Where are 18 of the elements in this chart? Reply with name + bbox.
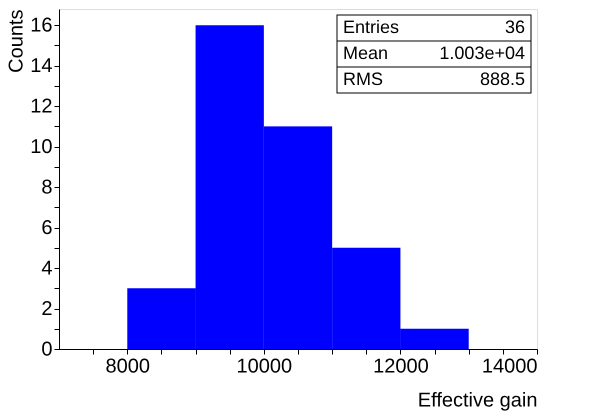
x-tick-label: 12000 — [373, 356, 429, 378]
y-tick-label: 12 — [30, 96, 52, 118]
text: Entries 36 — [343, 17, 525, 37]
x-tick-label: 14000 — [482, 356, 538, 378]
y-tick-label: 0 — [41, 338, 52, 360]
y-tick-label: 4 — [41, 258, 52, 280]
x-tick-label: 8000 — [106, 356, 150, 378]
y-axis-title: Counts — [5, 10, 28, 73]
y-tick-label: 6 — [41, 217, 52, 240]
y-tick-label: 14 — [30, 55, 52, 78]
y-tick-label: 8 — [41, 176, 52, 199]
text: Mean 1.003e+04 — [343, 43, 525, 63]
y-tick-label: 10 — [30, 136, 52, 158]
y-tick-label: 16 — [30, 14, 52, 37]
text: RMS 888.5 — [343, 69, 525, 89]
x-axis-title: Effective gain — [418, 390, 538, 412]
y-tick-label: 2 — [41, 298, 52, 320]
x-tick-label: 10000 — [236, 356, 292, 378]
